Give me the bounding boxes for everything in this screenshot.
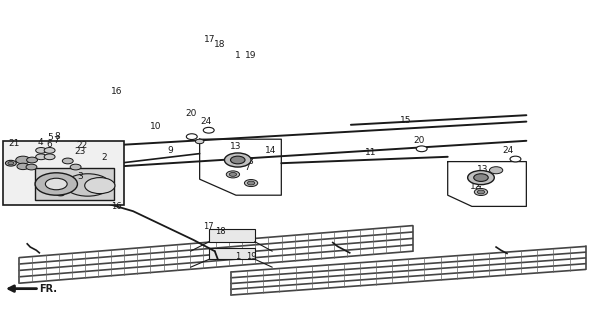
Text: 18: 18 <box>214 40 226 49</box>
Text: 7: 7 <box>244 163 250 172</box>
Bar <box>3 141 124 205</box>
Text: 10: 10 <box>150 122 162 131</box>
Text: 8: 8 <box>54 132 60 141</box>
Circle shape <box>26 164 37 170</box>
Circle shape <box>510 156 521 162</box>
Circle shape <box>489 167 503 174</box>
Circle shape <box>224 153 251 167</box>
Bar <box>209 248 255 259</box>
Text: 22: 22 <box>76 141 87 150</box>
Text: 6: 6 <box>47 140 53 149</box>
Circle shape <box>44 148 55 153</box>
Text: 24: 24 <box>200 117 211 126</box>
Text: 17: 17 <box>204 35 216 44</box>
Circle shape <box>195 139 204 144</box>
Text: 15: 15 <box>399 116 411 124</box>
Text: 7: 7 <box>475 186 481 195</box>
Circle shape <box>474 188 488 196</box>
Text: 7: 7 <box>53 136 59 145</box>
Text: 17: 17 <box>203 222 214 231</box>
Text: 1: 1 <box>235 51 241 60</box>
Bar <box>209 229 255 242</box>
Text: 24: 24 <box>503 146 514 155</box>
Text: 14: 14 <box>265 146 276 155</box>
Text: 9: 9 <box>168 146 174 155</box>
Circle shape <box>27 157 38 163</box>
Circle shape <box>5 160 16 166</box>
Text: 1: 1 <box>235 252 240 261</box>
Circle shape <box>8 162 14 165</box>
Circle shape <box>474 174 488 181</box>
Text: 13: 13 <box>230 142 242 151</box>
Circle shape <box>247 181 255 185</box>
Circle shape <box>85 178 115 194</box>
Circle shape <box>229 172 237 176</box>
Text: 8: 8 <box>247 157 253 166</box>
Circle shape <box>17 163 29 170</box>
Text: 13: 13 <box>477 165 489 174</box>
Circle shape <box>36 154 47 160</box>
Text: 2: 2 <box>101 153 107 162</box>
Circle shape <box>62 158 73 164</box>
Circle shape <box>35 173 77 195</box>
Circle shape <box>477 190 485 194</box>
Text: 19: 19 <box>244 51 257 60</box>
Text: 21: 21 <box>8 139 19 148</box>
Circle shape <box>203 127 214 133</box>
Text: 12: 12 <box>470 182 481 191</box>
Text: 5: 5 <box>47 133 53 142</box>
Text: 20: 20 <box>185 109 196 118</box>
Text: 19: 19 <box>246 252 257 261</box>
Text: 4: 4 <box>38 138 44 147</box>
Text: 20: 20 <box>414 136 425 145</box>
Circle shape <box>56 191 65 196</box>
Circle shape <box>226 171 240 178</box>
Circle shape <box>244 180 258 187</box>
Text: 16: 16 <box>111 87 123 96</box>
Circle shape <box>16 156 30 164</box>
Text: 11: 11 <box>364 148 376 157</box>
Circle shape <box>416 146 427 152</box>
Text: 16: 16 <box>111 202 122 211</box>
Circle shape <box>468 171 494 185</box>
Text: 3: 3 <box>77 172 83 181</box>
Circle shape <box>70 164 81 170</box>
Circle shape <box>36 148 47 153</box>
Text: 23: 23 <box>75 147 86 156</box>
Circle shape <box>44 154 55 160</box>
Circle shape <box>231 156 245 164</box>
Circle shape <box>45 178 67 190</box>
Circle shape <box>186 134 197 140</box>
Text: FR.: FR. <box>39 284 57 294</box>
Ellipse shape <box>65 174 110 196</box>
Text: 18: 18 <box>215 227 226 236</box>
Bar <box>35 168 114 200</box>
